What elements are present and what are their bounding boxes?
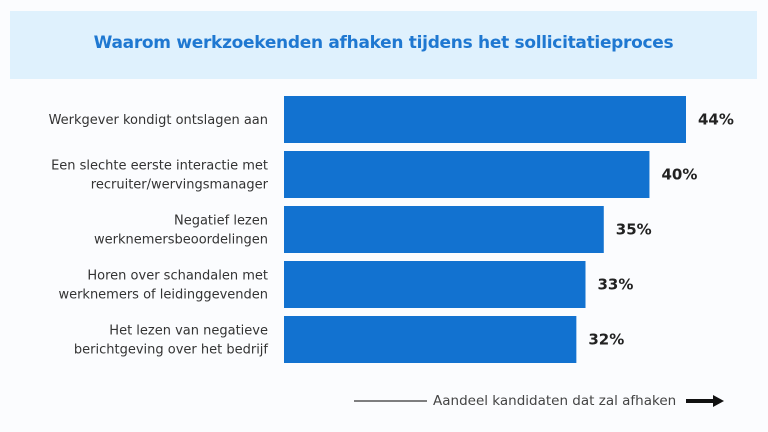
chart-title: Waarom werkzoekenden afhaken tijdens het… [93, 33, 674, 53]
category-label: Horen over schandalen met [87, 269, 268, 284]
category-label: Het lezen van negatieve [109, 324, 268, 339]
value-label: 33% [598, 276, 634, 294]
value-label: 40% [661, 166, 697, 184]
arrow-right-icon [686, 395, 724, 407]
title-banner: Waarom werkzoekenden afhaken tijdens het… [10, 11, 757, 79]
bar [284, 151, 650, 198]
bar [284, 206, 604, 253]
category-label: recruiter/wervingsmanager [91, 178, 269, 193]
bar [284, 96, 686, 143]
category-label: werknemers of leidinggevenden [58, 288, 268, 303]
bar [284, 261, 586, 308]
bar [284, 316, 577, 363]
value-label: 35% [616, 221, 652, 239]
value-label: 44% [698, 111, 734, 129]
category-label: Negatief lezen [174, 214, 268, 229]
x-axis-label: Aandeel kandidaten dat zal afhaken [433, 393, 677, 409]
category-label: Werkgever kondigt ontslagen aan [49, 113, 268, 128]
category-label: berichtgeving over het bedrijf [74, 343, 269, 358]
category-label: werknemersbeoordelingen [94, 233, 268, 248]
category-label: Een slechte eerste interactie met [51, 159, 268, 174]
value-label: 32% [588, 331, 624, 349]
